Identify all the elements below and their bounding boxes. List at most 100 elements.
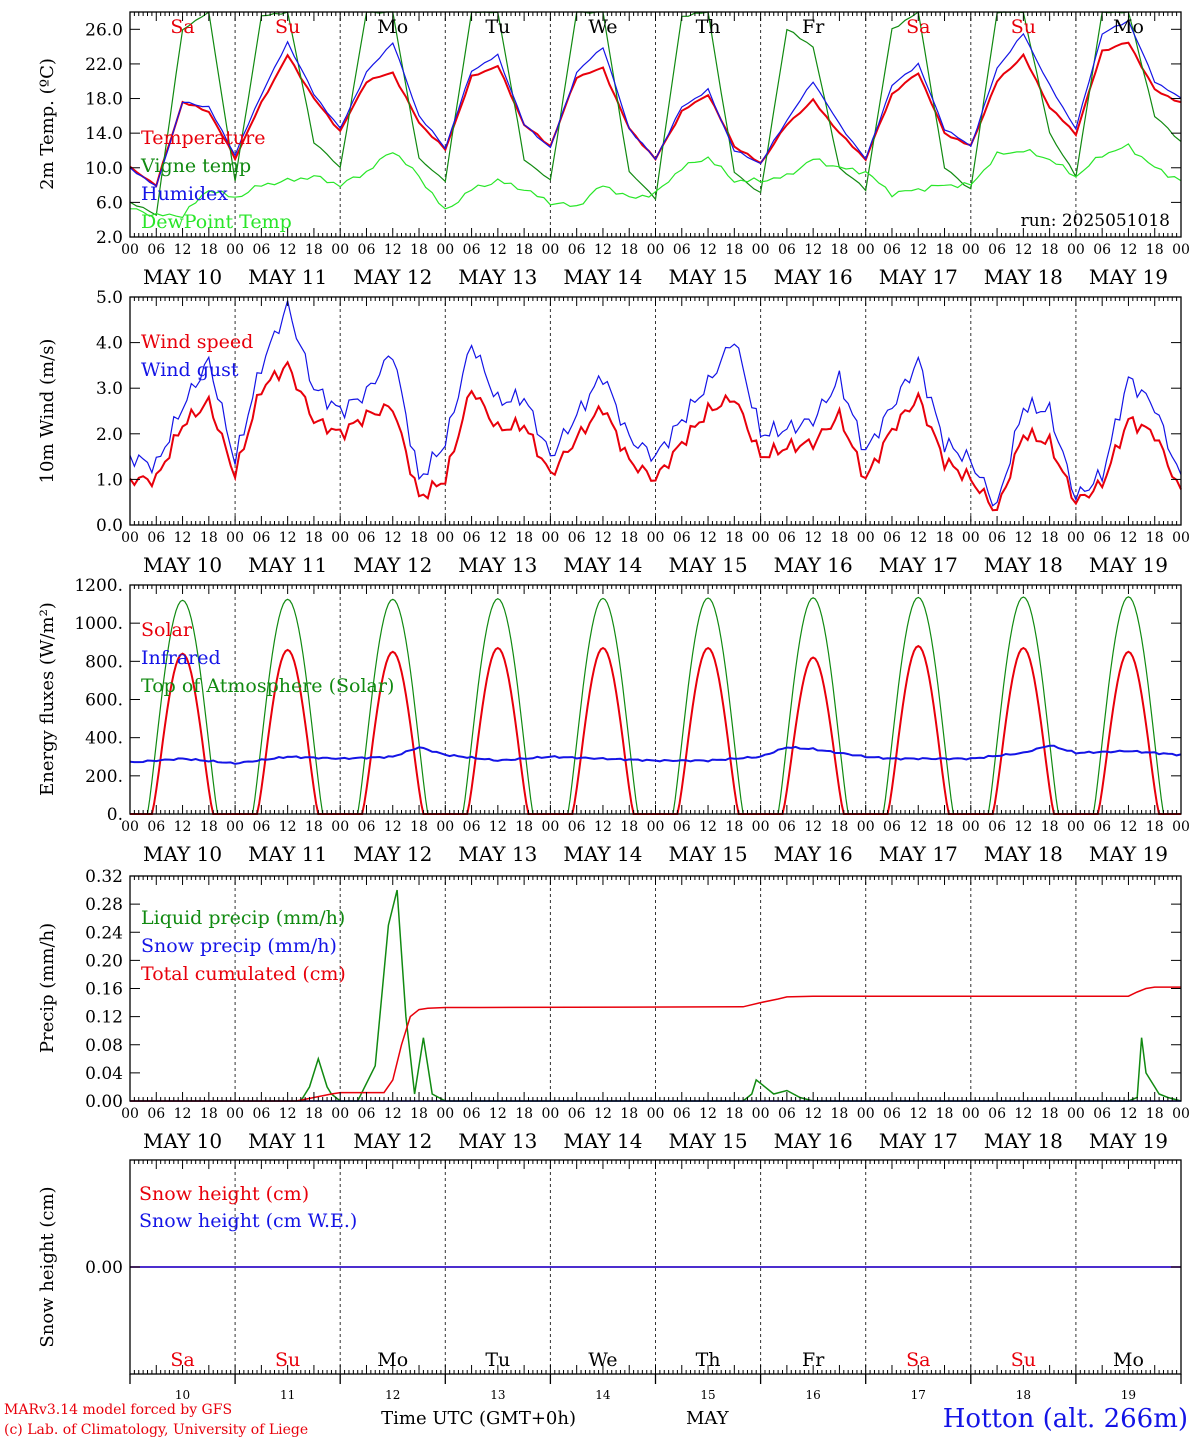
weekday-label-bottom: Tu	[485, 1349, 510, 1371]
y-tick-label: 0.24	[85, 923, 123, 943]
x-hour-label: 12	[489, 819, 507, 835]
copyright-credit: (c) Lab. of Climatology, University of L…	[4, 1422, 308, 1438]
x-date-label: MAY 16	[774, 553, 853, 577]
x-date-label: MAY 19	[1089, 842, 1168, 866]
x-hour-label: 12	[174, 242, 192, 258]
x-hour-label: 00	[436, 1106, 454, 1122]
x-hour-label: 18	[410, 1106, 428, 1122]
weekday-label-top: Su	[275, 16, 300, 38]
day-number-label: 12	[385, 1388, 400, 1402]
y-tick-label: 1.0	[96, 470, 123, 490]
x-hour-label: 00	[331, 1106, 349, 1122]
x-date-label: MAY 15	[668, 265, 747, 289]
x-date-label: MAY 15	[668, 553, 747, 577]
x-hour-label: 00	[962, 530, 980, 546]
x-hour-label: 18	[1041, 242, 1059, 258]
x-hour-label: 18	[620, 530, 638, 546]
x-date-label: MAY 11	[248, 553, 327, 577]
y-tick-label: 1200.	[74, 576, 123, 596]
day-number-label: 14	[595, 1388, 611, 1402]
x-date-label: MAY 12	[353, 553, 432, 577]
x-hour-label: 06	[988, 1106, 1006, 1122]
panel-frame	[129, 11, 1182, 238]
weekday-label-bottom: Su	[1011, 1349, 1036, 1371]
x-hour-label: 18	[936, 530, 954, 546]
x-hour-label: 12	[1120, 242, 1138, 258]
x-hour-label: 18	[725, 819, 743, 835]
y-tick-label: 26.0	[85, 20, 123, 40]
x-hour-label: 12	[909, 242, 927, 258]
grid-layer	[234, 12, 1077, 1374]
x-hour-label: 00	[541, 242, 559, 258]
x-hour-label: 00	[1172, 1106, 1190, 1122]
y-tick-label: 10.0	[85, 159, 123, 179]
legend-wind-speed: Wind speed	[141, 331, 253, 353]
x-date-label: MAY 11	[248, 842, 327, 866]
x-hour-label: 06	[673, 1106, 691, 1122]
weekday-label-bottom: Su	[275, 1349, 300, 1371]
day-number-label: 11	[280, 1388, 295, 1402]
y-tick-label: 0.16	[85, 980, 123, 1000]
x-date-label: MAY 17	[879, 265, 958, 289]
x-hour-label: 18	[620, 819, 638, 835]
x-hour-label: 06	[778, 819, 796, 835]
x-hour-label: 18	[515, 242, 533, 258]
x-hour-label: 06	[1093, 819, 1111, 835]
day-number-label: 19	[1121, 1388, 1136, 1402]
weekday-label-top: Th	[696, 16, 721, 38]
x-hour-label: 00	[647, 530, 665, 546]
x-date-label: MAY 10	[143, 1129, 222, 1153]
x-hour-label: 12	[279, 530, 297, 546]
y-tick-label: 600.	[85, 691, 123, 711]
x-hour-label: 12	[804, 530, 822, 546]
x-hour-label: 06	[568, 242, 586, 258]
x-hour-label: 06	[988, 242, 1006, 258]
legend-humidex: Humidex	[141, 183, 228, 205]
x-hour-label: 12	[384, 530, 402, 546]
weekday-label-bottom: Mo	[1113, 1349, 1144, 1371]
x-hour-label: 06	[778, 530, 796, 546]
x-hour-label: 18	[305, 819, 323, 835]
x-hour-label: 18	[725, 530, 743, 546]
x-hour-label: 06	[883, 1106, 901, 1122]
station-label: Hotton (alt. 266m)	[943, 1404, 1188, 1434]
weekday-label-top: Mo	[1113, 16, 1144, 38]
day-number-label: 18	[1016, 1388, 1031, 1402]
x-hour-label: 12	[804, 242, 822, 258]
y-tick-label: 0.32	[85, 867, 123, 887]
x-hour-label: 18	[200, 242, 218, 258]
x-hour-label: 18	[410, 819, 428, 835]
series-line-humidex	[129, 19, 1182, 187]
x-date-label: MAY 19	[1089, 1129, 1168, 1153]
x-date-label: MAY 18	[984, 553, 1063, 577]
weekday-label-bottom: Sa	[906, 1349, 930, 1371]
x-hour-label: 06	[463, 530, 481, 546]
x-hour-label: 00	[121, 242, 139, 258]
weekday-label-bottom: Sa	[170, 1349, 194, 1371]
legend-snow-height-cm-w-e-: Snow height (cm W.E.)	[139, 1210, 357, 1232]
x-date-label: MAY 12	[353, 265, 432, 289]
x-hour-label: 12	[699, 242, 717, 258]
y-tick-label: 0.08	[85, 1036, 123, 1056]
x-hour-label: 18	[515, 819, 533, 835]
series-line-wind-gust	[129, 300, 1182, 507]
y-tick-label: 400.	[85, 729, 123, 749]
x-hour-label: 12	[1014, 530, 1032, 546]
day-number-label: 16	[806, 1388, 821, 1402]
x-date-label: MAY 14	[563, 265, 642, 289]
y-axis-title: 2m Temp. (ºC)	[37, 58, 58, 190]
x-hour-label: 00	[962, 1106, 980, 1122]
x-hour-label: 00	[1067, 242, 1085, 258]
x-hour-label: 00	[1067, 530, 1085, 546]
x-hour-label: 18	[725, 242, 743, 258]
x-date-label: MAY 14	[563, 842, 642, 866]
y-tick-label: 0.00	[85, 1092, 123, 1112]
x-hour-label: 12	[594, 819, 612, 835]
weekday-label-top: Fr	[802, 16, 825, 38]
y-axis-title: Energy fluxes (W/m²)	[37, 602, 58, 796]
series-line-dewpoint-temp	[130, 143, 1182, 219]
x-hour-label: 06	[568, 1106, 586, 1122]
x-hour-label: 12	[804, 1106, 822, 1122]
y-tick-label: 1000.	[74, 614, 123, 634]
